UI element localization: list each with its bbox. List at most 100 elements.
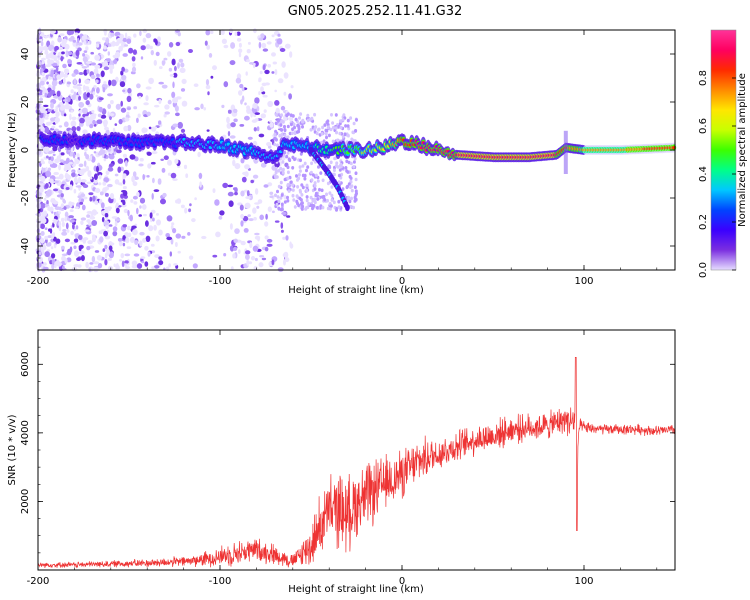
- spectrogram-noise-blob: [66, 217, 71, 221]
- spectrogram-noise-blob: [122, 153, 127, 158]
- spectrogram-noise-blob: [291, 114, 295, 118]
- spectrogram-noise-blob: [63, 199, 66, 204]
- spectrogram-noise-blob: [59, 33, 65, 37]
- spectrogram-noise-blob: [77, 37, 80, 44]
- spectrogram-noise-blob: [146, 111, 151, 117]
- spectrogram-noise-blob: [209, 30, 214, 35]
- spectrogram-noise-blob: [122, 200, 126, 206]
- spectrogram-noise-blob: [117, 238, 123, 242]
- spectrogram-noise-blob: [98, 230, 103, 235]
- spectrogram-noise-blob: [279, 123, 283, 127]
- y-tick-label: -20: [20, 190, 31, 206]
- spectrogram-noise-blob: [73, 245, 77, 250]
- spectrogram-noise-blob: [277, 199, 281, 203]
- spectrogram-noise-blob: [256, 126, 260, 132]
- spectrogram-noise-blob: [98, 182, 102, 186]
- spectrogram-noise-blob: [71, 126, 77, 132]
- spectrogram-noise-blob: [299, 152, 303, 156]
- spectrogram-noise-blob: [80, 198, 85, 202]
- spectrogram-noise-blob: [280, 128, 284, 132]
- spectrogram-noise-blob: [89, 123, 94, 129]
- spectrogram-noise-blob: [254, 202, 260, 205]
- spectrogram-noise-blob: [124, 117, 130, 122]
- spectrogram-noise-blob: [299, 158, 302, 163]
- spectrogram-noise-blob: [334, 164, 338, 168]
- spectrogram-noise-blob: [103, 230, 108, 237]
- spectrogram-noise-blob: [158, 256, 163, 260]
- spectrogram-noise-blob: [259, 70, 263, 75]
- spectrogram-noise-blob: [184, 207, 188, 214]
- spectrogram-noise-blob: [325, 192, 328, 197]
- spectrogram-noise-blob: [86, 245, 91, 251]
- spectrogram-noise-blob: [120, 183, 123, 186]
- spectrogram-noise-blob: [335, 206, 339, 211]
- spectrogram-noise-blob: [96, 87, 100, 94]
- spectrogram-noise-blob: [108, 251, 115, 259]
- spectrogram-noise-blob: [88, 192, 94, 196]
- spectrogram-noise-blob: [320, 188, 324, 193]
- spectrogram-noise-blob: [322, 139, 326, 143]
- spectrogram-noise-blob: [147, 251, 151, 257]
- spectrogram-noise-blob: [127, 87, 132, 94]
- spectrogram-noise-blob: [301, 125, 304, 129]
- spectrogram-noise-blob: [310, 161, 314, 166]
- spectrogram-noise-blob: [264, 69, 270, 75]
- spectrogram-noise-blob: [179, 67, 186, 74]
- spectrogram-noise-blob: [144, 261, 149, 267]
- spectrogram-noise-blob: [286, 199, 290, 203]
- spectrogram-noise-blob: [51, 253, 56, 259]
- spectrogram-noise-blob: [115, 103, 121, 110]
- spectrogram-noise-blob: [315, 131, 319, 136]
- spectrogram-noise-blob: [301, 204, 305, 209]
- spectrogram-noise-blob: [121, 204, 127, 208]
- spectrogram-noise-blob: [280, 105, 286, 111]
- spectrogram-noise-blob: [265, 213, 268, 220]
- spectrogram-noise-blob: [45, 64, 51, 68]
- spectrogram-noise-blob: [47, 235, 53, 239]
- spectrogram-noise-blob: [175, 242, 178, 247]
- spectrogram-noise-blob: [64, 238, 70, 243]
- spectrogram-noise-blob: [63, 73, 69, 78]
- spectrogram-noise-blob: [238, 48, 243, 54]
- spectrogram-noise-blob: [278, 133, 282, 138]
- spectrogram-noise-blob: [247, 136, 253, 140]
- spectrogram-noise-blob: [76, 126, 81, 132]
- spectrogram-noise-blob: [317, 127, 321, 132]
- spectrogram-noise-blob: [307, 201, 311, 206]
- spectrogram-noise-blob: [258, 91, 261, 96]
- spectrogram-noise-blob: [164, 104, 170, 110]
- spectrogram-noise-blob: [64, 173, 70, 179]
- spectrogram-noise-blob: [273, 142, 277, 147]
- spectrogram-noise-blob: [50, 60, 54, 64]
- spectrogram-noise-blob: [65, 222, 69, 230]
- spectrogram-noise-blob: [300, 201, 304, 205]
- spectrogram-noise-blob: [244, 102, 247, 106]
- spectrogram-noise-blob: [281, 160, 285, 164]
- spectrogram-noise-blob: [63, 206, 67, 211]
- spectrogram-noise-blob: [343, 132, 347, 136]
- spectrogram-noise-blob: [61, 231, 68, 236]
- spectrogram-noise-blob: [78, 244, 84, 249]
- spectrogram-x-axis: -200 -100 0 100: [27, 30, 658, 287]
- spectrogram-noise-blob: [349, 116, 353, 120]
- spectrogram-noise-blob: [69, 219, 75, 223]
- spectrogram-noise-blob: [283, 128, 287, 132]
- spectrogram-noise-blob: [238, 249, 241, 254]
- spectrogram-noise-blob: [86, 69, 90, 74]
- spectrogram-noise-blob: [110, 32, 115, 37]
- spectrogram-noise-blob: [204, 40, 208, 46]
- spectrogram-noise-blob: [286, 165, 290, 170]
- spectrogram-noise-blob: [50, 156, 54, 162]
- spectrogram-noise-blob: [193, 83, 199, 87]
- spectrogram-noise-blob: [223, 253, 227, 257]
- spectrogram-noise-blob: [260, 113, 266, 119]
- spectrogram-noise-blob: [51, 211, 54, 214]
- spectrogram-noise-blob: [39, 215, 45, 220]
- spectrogram-noise-blob: [92, 91, 96, 95]
- spectrogram-noise-blob: [339, 125, 343, 130]
- spectrogram-noise-blob: [85, 100, 90, 106]
- spectrogram-noise-blob: [301, 173, 305, 178]
- spectrogram-noise-blob: [132, 229, 138, 236]
- spectrogram-noise-blob: [295, 130, 299, 134]
- spectrogram-noise-blob: [352, 205, 355, 210]
